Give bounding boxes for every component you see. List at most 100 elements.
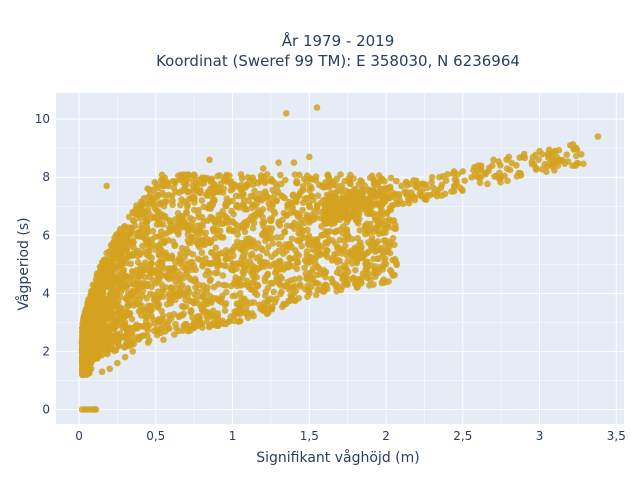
y-axis-title: Vågperiod (s) <box>15 217 32 310</box>
data-point <box>188 219 195 227</box>
data-point <box>355 181 363 188</box>
data-point <box>551 166 558 174</box>
data-point <box>325 197 332 205</box>
data-point <box>395 191 403 198</box>
data-point <box>328 203 336 211</box>
data-point <box>159 315 166 323</box>
data-point <box>221 301 229 309</box>
data-point <box>306 187 313 194</box>
data-point <box>206 277 214 285</box>
data-point <box>438 192 446 199</box>
data-point <box>357 254 365 262</box>
data-point <box>195 176 203 184</box>
data-point <box>282 110 290 117</box>
data-point <box>160 237 168 245</box>
data-point <box>112 311 119 319</box>
data-point <box>121 353 129 361</box>
data-point <box>371 248 379 255</box>
data-point <box>454 171 462 178</box>
data-point <box>336 202 344 210</box>
data-point <box>280 250 287 257</box>
chart-title-line2: Koordinat (Sweref 99 TM): E 358030, N 62… <box>156 52 520 70</box>
data-point <box>247 213 255 221</box>
data-point <box>206 269 213 277</box>
data-point <box>187 308 195 315</box>
data-point <box>91 353 98 361</box>
data-point <box>333 287 340 295</box>
data-point <box>199 286 207 294</box>
data-point <box>322 281 329 289</box>
data-point <box>152 295 160 303</box>
data-point <box>165 325 173 332</box>
data-point <box>270 288 278 296</box>
data-point <box>563 151 571 159</box>
data-point <box>185 188 193 196</box>
data-point <box>290 290 298 297</box>
data-point <box>513 161 520 169</box>
data-point <box>210 196 218 203</box>
data-point <box>339 229 346 237</box>
data-point <box>257 209 265 216</box>
data-point <box>116 274 123 281</box>
x-tick-label: 0,5 <box>146 429 165 443</box>
data-point <box>223 253 230 261</box>
data-point <box>263 249 271 257</box>
data-point <box>269 240 277 247</box>
data-point <box>377 209 385 217</box>
data-point <box>203 300 211 308</box>
data-point <box>382 229 389 236</box>
data-point <box>256 258 264 266</box>
data-point <box>169 201 176 209</box>
data-point <box>222 202 229 209</box>
data-point <box>156 200 164 207</box>
data-point <box>281 261 289 268</box>
data-point <box>129 324 137 332</box>
data-point <box>332 228 340 235</box>
data-point <box>87 315 95 323</box>
data-point <box>258 263 265 271</box>
data-point <box>202 229 209 237</box>
data-point <box>346 276 354 283</box>
data-point <box>92 406 100 413</box>
data-point <box>124 333 131 341</box>
data-point <box>160 336 167 344</box>
data-point <box>162 249 170 257</box>
data-point <box>374 192 381 199</box>
data-point <box>330 254 337 262</box>
data-point <box>273 197 280 204</box>
data-point <box>144 206 152 213</box>
data-point <box>144 280 151 288</box>
data-point <box>315 241 323 249</box>
data-point <box>137 266 144 274</box>
data-point <box>206 188 213 196</box>
data-point <box>119 269 126 277</box>
data-point <box>168 254 176 262</box>
data-point <box>324 253 331 261</box>
data-point <box>152 280 159 287</box>
data-point <box>165 290 173 298</box>
data-point <box>115 342 123 350</box>
data-point <box>451 183 458 191</box>
data-point <box>300 186 307 194</box>
x-tick-label: 3,5 <box>607 429 626 443</box>
data-point <box>183 245 190 253</box>
data-point <box>91 304 98 312</box>
data-point <box>96 313 103 321</box>
data-point <box>156 258 164 265</box>
data-point <box>367 188 375 196</box>
data-point <box>98 342 106 349</box>
data-point <box>371 216 379 223</box>
data-point <box>267 217 275 225</box>
data-point <box>305 269 313 277</box>
data-point <box>418 187 426 195</box>
data-point <box>321 269 328 277</box>
data-point <box>207 239 215 246</box>
data-point <box>271 210 279 217</box>
data-point <box>321 208 328 216</box>
data-point <box>342 242 349 250</box>
data-point <box>398 182 405 190</box>
data-point <box>387 174 395 182</box>
data-point <box>249 279 257 287</box>
data-point <box>351 280 359 288</box>
data-point <box>289 191 297 199</box>
